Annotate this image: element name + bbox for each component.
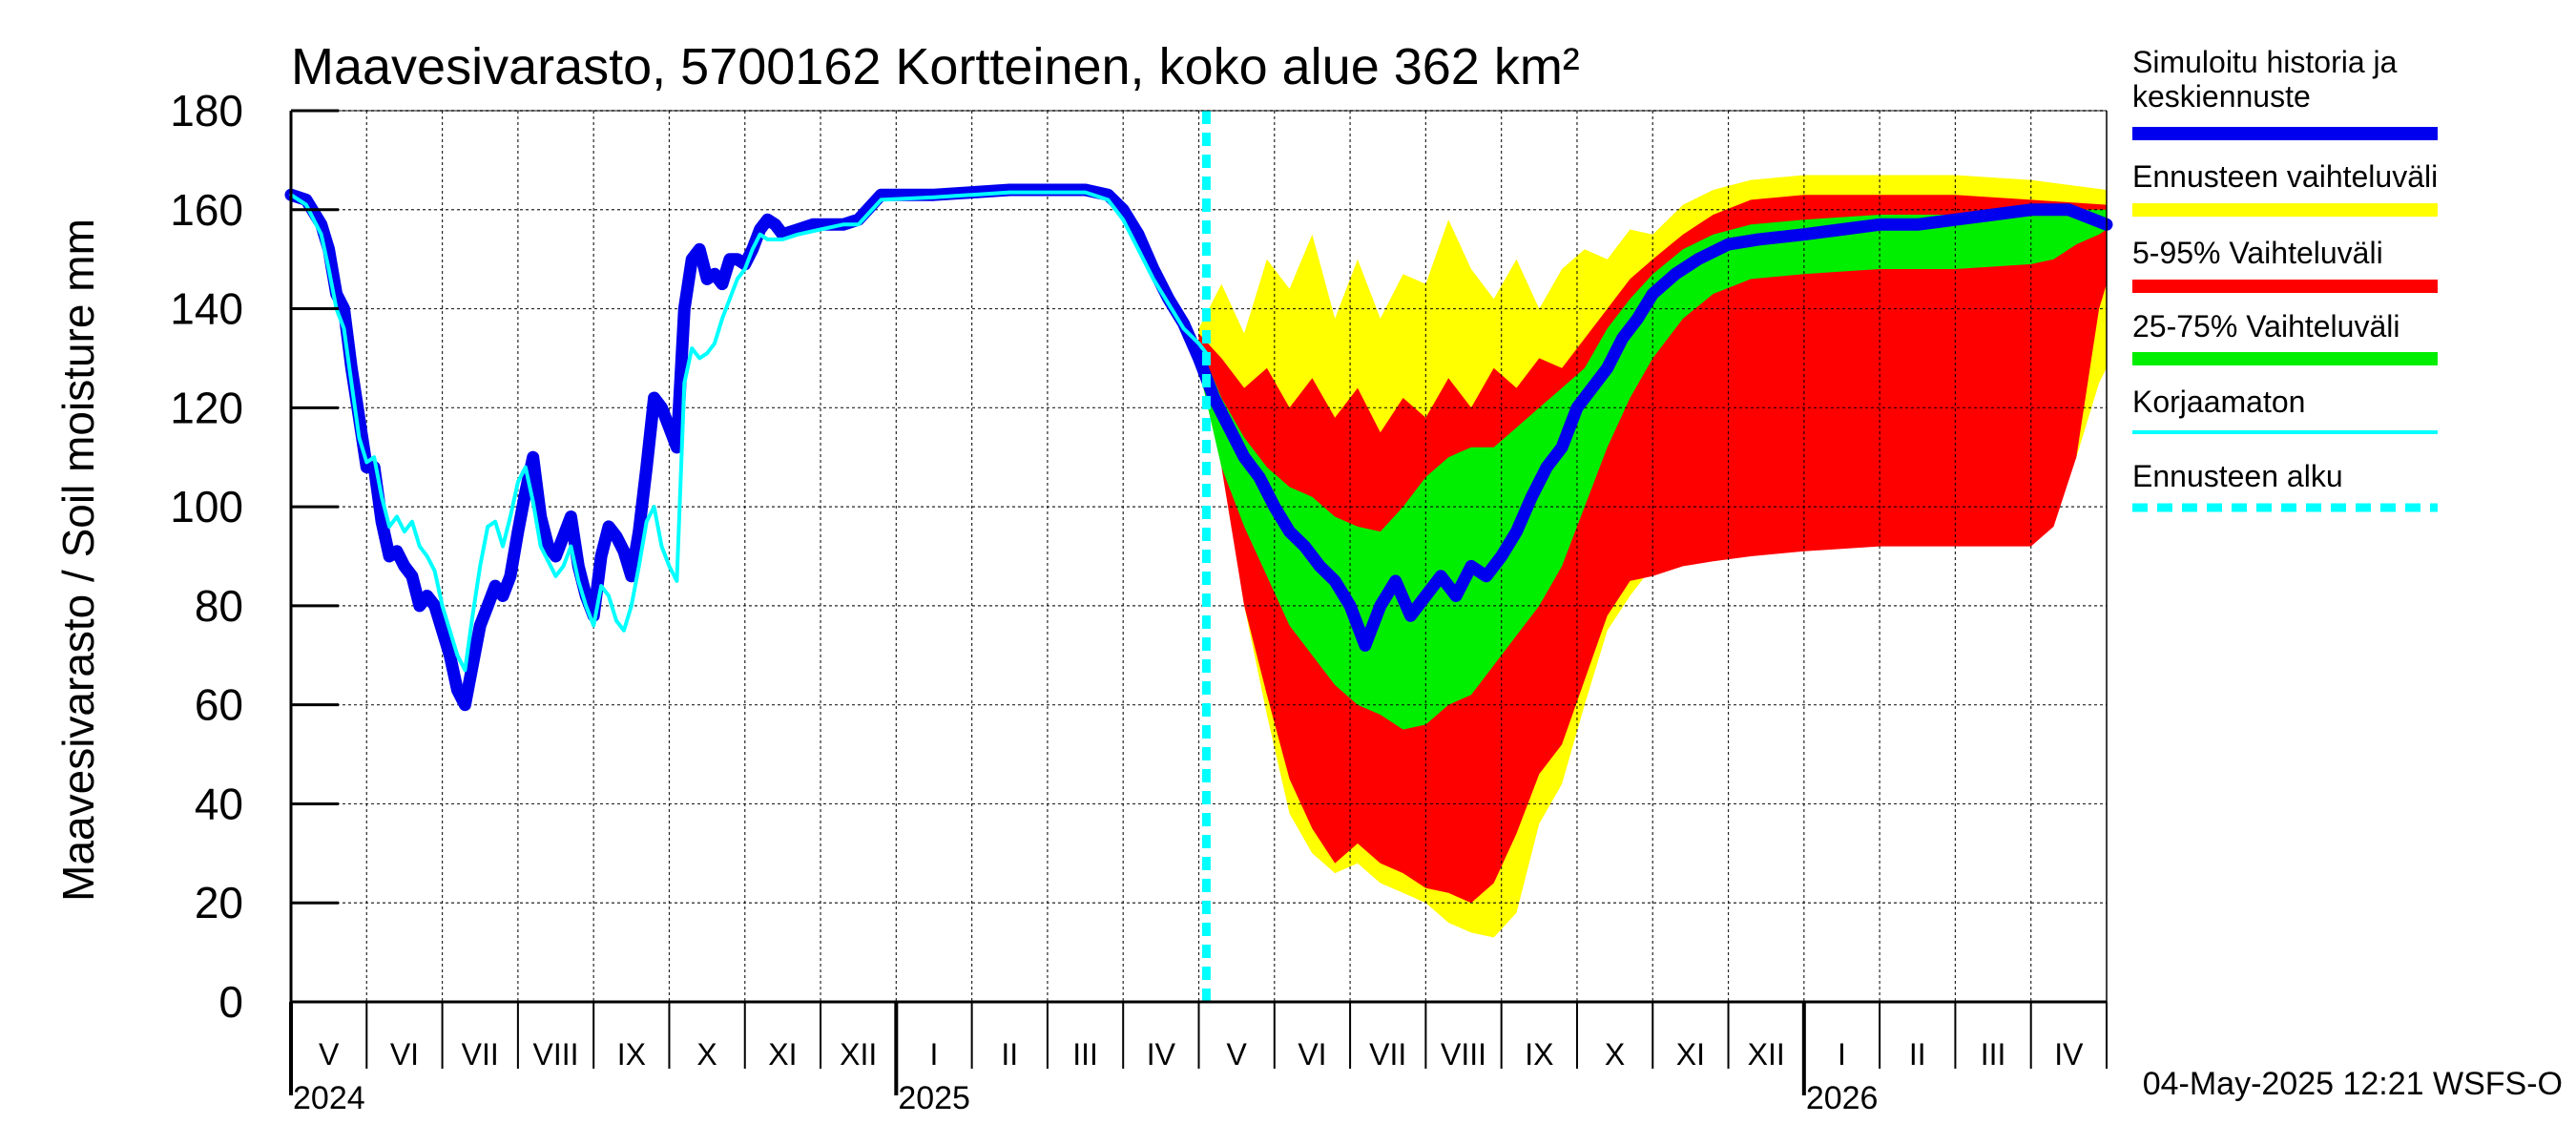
month-label-17: X — [1605, 1037, 1625, 1072]
month-label-7: XII — [840, 1037, 877, 1072]
month-label-22: III — [1981, 1037, 2006, 1072]
year-label-2: 2026 — [1806, 1080, 1879, 1116]
y-tick-label-5: 100 — [170, 482, 243, 531]
legend: Simuloitu historia ja keskiennuste Ennuste… — [2132, 45, 2438, 512]
y-tick-label-0: 0 — [218, 977, 243, 1027]
month-label-15: VIII — [1441, 1037, 1486, 1072]
y-tick-label-7: 140 — [170, 284, 243, 334]
legend-label-3: 5-95% Vaihteluväli — [2132, 236, 2383, 270]
legend-label-5: Korjaamaton — [2132, 385, 2305, 419]
month-label-20: I — [1838, 1037, 1846, 1072]
month-label-13: VI — [1298, 1037, 1326, 1072]
month-label-9: II — [1001, 1037, 1018, 1072]
year-label-0: 2024 — [293, 1080, 365, 1116]
month-label-6: XI — [768, 1037, 797, 1072]
series-line-2 — [289, 190, 1209, 673]
legend-label-2: Ennusteen vaihteluväli — [2132, 159, 2438, 194]
month-label-4: IX — [617, 1037, 646, 1072]
month-label-14: VII — [1369, 1037, 1406, 1072]
series-line-1 — [284, 183, 2113, 712]
month-label-18: XI — [1676, 1037, 1705, 1072]
year-label-1: 2025 — [898, 1080, 970, 1116]
month-label-16: IX — [1525, 1037, 1553, 1072]
month-label-1: VI — [390, 1037, 419, 1072]
month-label-3: VIII — [533, 1037, 579, 1072]
legend-label-1: Simuloitu historia ja keskiennuste — [2132, 45, 2398, 114]
y-tick-label-9: 180 — [170, 86, 243, 135]
legend-label-4: 25-75% Vaihteluväli — [2132, 309, 2399, 344]
y-tick-label-4: 80 — [195, 581, 243, 631]
month-label-23: IV — [2054, 1037, 2084, 1072]
month-label-12: V — [1226, 1037, 1247, 1072]
month-label-0: V — [319, 1037, 340, 1072]
y-axis-label: Maavesivarasto / Soil moisture mm — [53, 219, 103, 902]
y-tick-label-2: 40 — [195, 779, 243, 828]
month-label-21: II — [1909, 1037, 1926, 1072]
chart-title: Maavesivarasto, 5700162 Kortteinen, koko… — [291, 38, 1580, 95]
month-label-2: VII — [462, 1037, 499, 1072]
y-tick-label-6: 120 — [170, 383, 243, 432]
month-label-10: III — [1072, 1037, 1098, 1072]
month-label-19: XII — [1748, 1037, 1785, 1072]
y-tick-label-1: 20 — [195, 878, 243, 927]
timestamp: 04-May-2025 12:21 WSFS-O — [2143, 1066, 2563, 1102]
series-lines — [284, 111, 2113, 1004]
legend-label-6: Ennusteen alku — [2132, 459, 2343, 493]
month-label-11: IV — [1147, 1037, 1176, 1072]
y-tick-label-3: 60 — [195, 680, 243, 730]
y-tick-label-8: 160 — [170, 185, 243, 235]
legend-label-1-line-1: Simuloitu historia ja — [2132, 45, 2398, 79]
month-label-8: I — [930, 1037, 939, 1072]
month-label-5: X — [696, 1037, 717, 1072]
legend-label-1-line-2: keskiennuste — [2132, 79, 2311, 114]
